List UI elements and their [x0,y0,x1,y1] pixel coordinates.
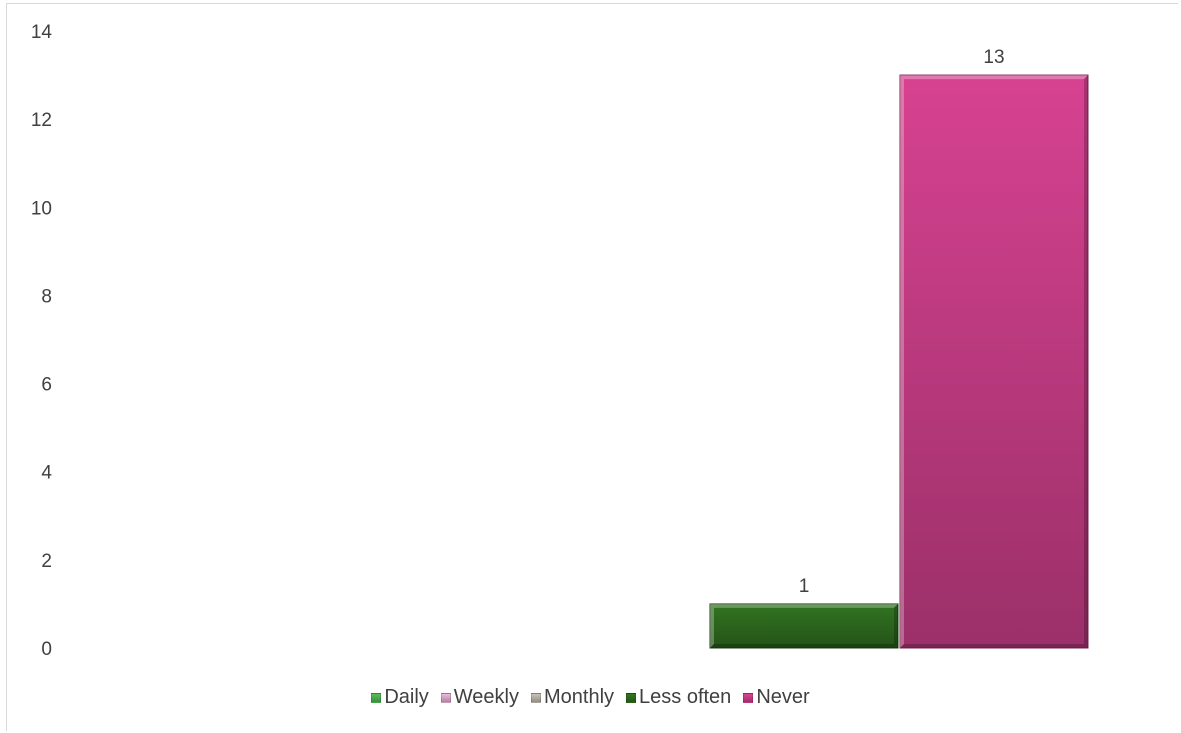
legend-swatch [371,692,382,703]
bar-rect [899,74,1089,649]
y-axis: 0 2 4 6 8 10 12 14 [31,22,53,660]
legend-swatch [440,692,451,703]
data-label: 1 [799,576,810,597]
bar-never [899,74,1089,649]
legend-label: Weekly [453,686,519,708]
legend-label: Monthly [543,686,615,708]
legend-item-weekly: Weekly [440,686,519,709]
data-labels: 1 13 [799,47,1005,597]
legend-label: Daily [384,686,429,708]
legend-item-daily: Daily [371,686,429,709]
y-tick-label: 2 [41,551,52,572]
bar-rect [709,603,899,649]
legend: Daily Weekly Monthly Less often Never [0,686,1181,709]
y-tick-label: 12 [31,110,52,131]
legend-swatch [743,692,754,703]
legend-swatch [626,692,637,703]
legend-item-never: Never [743,686,810,709]
legend-item-less-often: Less often [626,686,731,709]
legend-label: Never [756,686,810,708]
y-tick-label: 6 [41,375,52,396]
y-tick-label: 8 [41,286,52,307]
y-tick-label: 14 [31,22,53,43]
y-tick-label: 4 [41,463,52,484]
y-tick-label: 10 [31,198,52,219]
legend-swatch [530,692,541,703]
bars [709,74,1089,649]
legend-item-monthly: Monthly [530,686,615,709]
chart-frame [6,3,1178,731]
data-label: 13 [983,47,1004,68]
bar-less-often [709,603,899,649]
y-tick-label: 0 [41,639,52,660]
legend-label: Less often [639,686,732,708]
